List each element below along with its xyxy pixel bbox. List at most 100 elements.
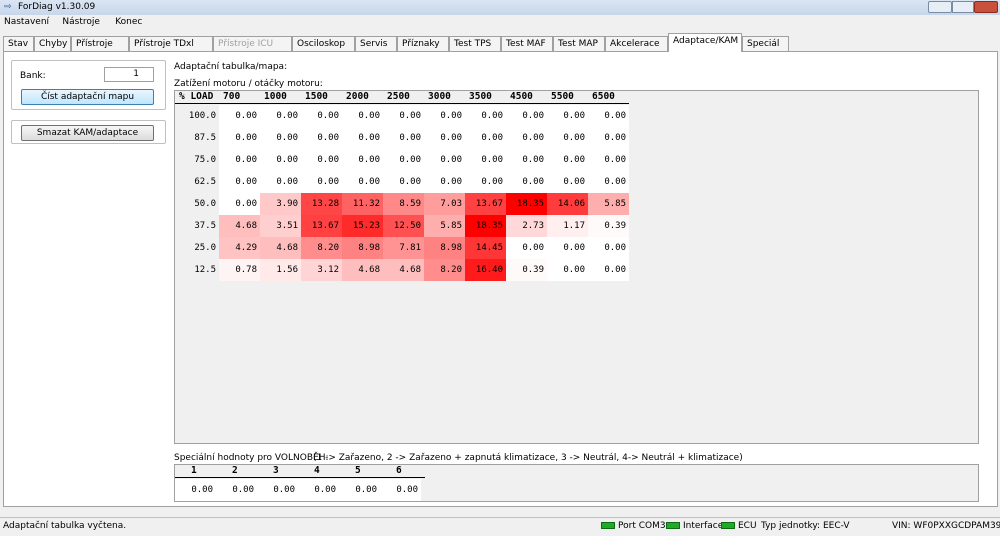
adaptation-table: % LOAD 700 1000 1500 2000 2500 3000 3500 4500 550… (174, 90, 979, 444)
column-header: 2 (232, 465, 238, 476)
close-button[interactable] (974, 1, 998, 13)
row-header: 100.0 (188, 111, 216, 121)
table-cell: 0.00 (383, 171, 424, 193)
table-cell: 0.00 (219, 149, 260, 171)
tab[interactable]: Příznaky (397, 36, 449, 52)
table-cell: 0.00 (547, 259, 588, 281)
table-cell: 0.00 (547, 237, 588, 259)
tab[interactable]: Servis (355, 36, 397, 52)
table-cell: 0.39 (506, 259, 547, 281)
row-header: 50.0 (194, 199, 216, 209)
table-cell: 4.68 (260, 237, 301, 259)
table-cell: 8.98 (342, 237, 383, 259)
maximize-button[interactable] (952, 1, 974, 13)
table-cell: 0.00 (588, 105, 629, 127)
bank-spinbox[interactable]: 1 (104, 67, 154, 82)
status-vin: VIN: WF0PXXGCDPAM39185 (892, 521, 1000, 531)
app-icon: ⇨ (4, 2, 12, 12)
table-cell: 14.45 (465, 237, 506, 259)
table-cell: 11.32 (342, 193, 383, 215)
table-cell: 0.00 (383, 149, 424, 171)
table-cell: 16.40 (465, 259, 506, 281)
table-cell: 0.00 (383, 127, 424, 149)
column-header: 5 (355, 465, 361, 476)
minimize-button[interactable] (928, 1, 952, 13)
table-cell: 13.67 (301, 215, 342, 237)
table-cell: 4.68 (383, 259, 424, 281)
tab[interactable]: Osciloskop (292, 36, 355, 52)
tab[interactable]: Speciál (742, 36, 789, 52)
table-cell: 0.00 (301, 149, 342, 171)
read-map-button[interactable]: Číst adaptační mapu (21, 89, 154, 105)
tab-strip: Stav Chyby Přístroje Přístroje TDxl Přístroj… (0, 0, 1000, 52)
table-cell: 0.00 (219, 105, 260, 127)
tab[interactable]: Přístroje TDxl (129, 36, 213, 52)
menu-item[interactable]: Nástroje (62, 17, 100, 27)
table-cell: 0.00 (506, 127, 547, 149)
special-cell: 0.00 (257, 479, 298, 501)
column-header: 3000 (428, 91, 451, 102)
tab[interactable]: Akcelerace (605, 36, 668, 52)
table-cell: 0.00 (506, 171, 547, 193)
column-header: 3500 (469, 91, 492, 102)
clear-kam-button[interactable]: Smazat KAM/adaptace (21, 125, 154, 141)
table-cell: 5.85 (588, 193, 629, 215)
table-cell: 0.00 (301, 171, 342, 193)
table-cell: 0.00 (342, 149, 383, 171)
table-cell: 0.00 (547, 127, 588, 149)
bank-label: Bank: (20, 71, 46, 81)
row-header: 62.5 (194, 177, 216, 187)
table-cell: 0.00 (588, 259, 629, 281)
table-cell: 18.35 (506, 193, 547, 215)
tab[interactable]: Stav (3, 36, 34, 52)
table-cell: 0.00 (506, 149, 547, 171)
title-bar: ⇨ ForDiag v1.30.09 (0, 0, 1000, 15)
table-cell: 3.12 (301, 259, 342, 281)
menu-bar: Nastavení Nástroje Konec (0, 15, 1000, 31)
table-cell: 0.00 (547, 171, 588, 193)
table-cell: 13.67 (465, 193, 506, 215)
tab[interactable]: Test MAP (553, 36, 605, 52)
tab[interactable]: Test MAF (501, 36, 553, 52)
special-cell: 0.00 (298, 479, 339, 501)
column-header: 3 (273, 465, 279, 476)
menu-item[interactable]: Nastavení (4, 17, 50, 27)
column-header: 1000 (264, 91, 287, 102)
table-cell: 0.00 (424, 105, 465, 127)
table-cell: 0.00 (219, 171, 260, 193)
special-cell: 0.00 (339, 479, 380, 501)
table-cell: 4.29 (219, 237, 260, 259)
clear-group: Smazat KAM/adaptace (11, 120, 166, 144)
tab: Přístroje ICU (213, 36, 292, 52)
column-header: 1500 (305, 91, 328, 102)
special-cell: 0.00 (216, 479, 257, 501)
table-cell: 4.68 (342, 259, 383, 281)
status-unit-type: Typ jednotky: EEC-V (761, 521, 850, 531)
special-cell: 0.00 (380, 479, 421, 501)
table-cell: 8.20 (301, 237, 342, 259)
table-cell: 0.00 (547, 149, 588, 171)
row-header: 25.0 (194, 243, 216, 253)
table-cell: 0.00 (424, 171, 465, 193)
column-header: 6 (396, 465, 402, 476)
table-cell: 0.78 (219, 259, 260, 281)
tab[interactable]: Test TPS (449, 36, 501, 52)
table-cell: 0.00 (342, 127, 383, 149)
table-cell: 0.00 (588, 171, 629, 193)
table-cell: 0.00 (424, 127, 465, 149)
special-table: 1 0.00 2 0.00 3 0.00 4 0.00 5 0.00 6 0.00 (174, 464, 979, 502)
table-cell: 0.00 (465, 127, 506, 149)
menu-item[interactable]: Konec (115, 17, 143, 27)
status-ecu: ECU (721, 518, 757, 535)
tab[interactable]: Adaptace/KAM (668, 33, 742, 52)
tab[interactable]: Chyby (34, 36, 71, 52)
tab[interactable]: Přístroje (71, 36, 129, 52)
table-cell: 14.06 (547, 193, 588, 215)
table-cell: 3.90 (260, 193, 301, 215)
header-underline (175, 103, 629, 104)
table-cell: 2.73 (506, 215, 547, 237)
special-cell: 0.00 (175, 479, 216, 501)
table-cell: 0.00 (260, 105, 301, 127)
special-legend: (1 -> Zařazeno, 2 -> Zařazeno + zapnutá … (313, 453, 743, 463)
table-cell: 0.00 (547, 105, 588, 127)
